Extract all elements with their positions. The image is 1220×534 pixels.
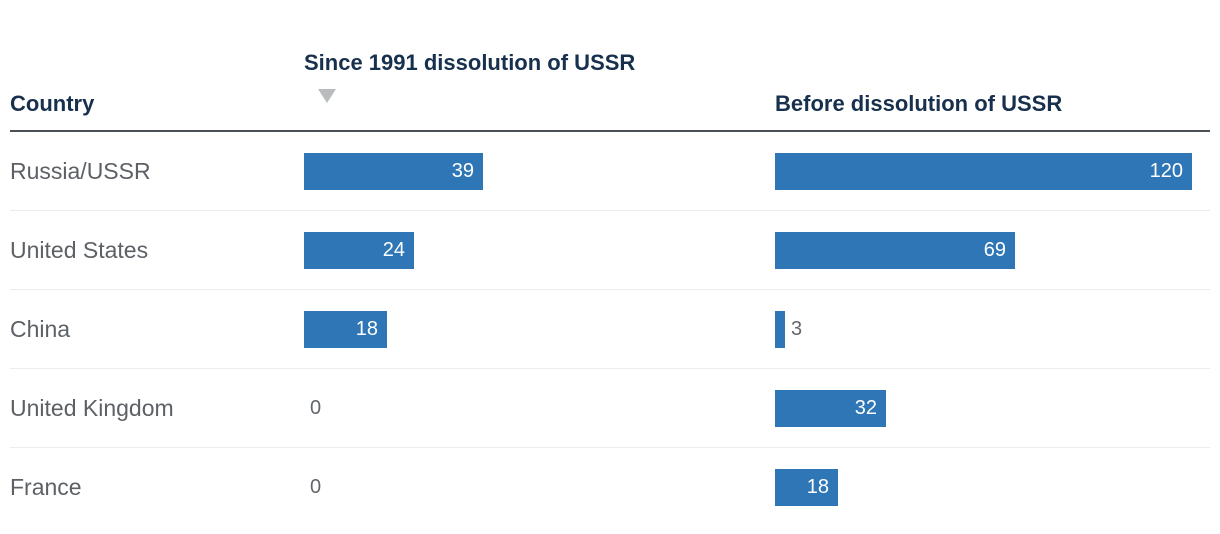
table-row: France 0 18 xyxy=(10,447,1210,526)
table-row: United Kingdom 0 32 xyxy=(10,368,1210,447)
column-header-before[interactable]: Before dissolution of USSR xyxy=(775,91,1063,116)
bar-table: Country Since 1991 dissolution of USSR B… xyxy=(10,0,1210,526)
country-label: United Kingdom xyxy=(10,394,174,421)
bar-cell: 32 xyxy=(775,389,1210,427)
table-row: Russia/USSR 39 120 xyxy=(10,132,1210,210)
country-label: United States xyxy=(10,236,149,263)
table-header: Country Since 1991 dissolution of USSR B… xyxy=(10,0,1210,132)
column-header-country[interactable]: Country xyxy=(10,91,95,116)
value-bar: 24 xyxy=(304,231,414,269)
sort-descending-icon xyxy=(318,89,336,103)
value-label: 3 xyxy=(791,317,803,340)
value-bar: 18 xyxy=(775,468,838,506)
table-body: Russia/USSR 39 120 United States 24 69 China 18… xyxy=(10,132,1210,526)
bar-cell: 0 xyxy=(304,476,775,499)
value-bar xyxy=(775,310,785,348)
value-bar: 39 xyxy=(304,152,483,190)
bar-cell: 18 xyxy=(304,310,775,348)
value-bar: 120 xyxy=(775,152,1192,190)
bar-cell: 24 xyxy=(304,231,775,269)
bar-cell: 69 xyxy=(775,231,1210,269)
bar-cell: 18 xyxy=(775,468,1210,506)
table-row: United States 24 69 xyxy=(10,210,1210,289)
country-label: China xyxy=(10,315,71,342)
value-label: 0 xyxy=(310,396,322,419)
value-bar: 69 xyxy=(775,231,1015,269)
country-label: France xyxy=(10,473,82,500)
column-header-since-1991[interactable]: Since 1991 dissolution of USSR xyxy=(304,50,636,75)
table-row: China 18 3 xyxy=(10,289,1210,368)
value-bar: 18 xyxy=(304,310,387,348)
bar-cell: 39 xyxy=(304,152,775,190)
bar-cell: 3 xyxy=(775,310,1210,348)
value-label: 0 xyxy=(310,475,322,498)
bar-cell: 120 xyxy=(775,152,1210,190)
country-label: Russia/USSR xyxy=(10,157,151,184)
bar-cell: 0 xyxy=(304,397,775,420)
value-bar: 32 xyxy=(775,389,886,427)
